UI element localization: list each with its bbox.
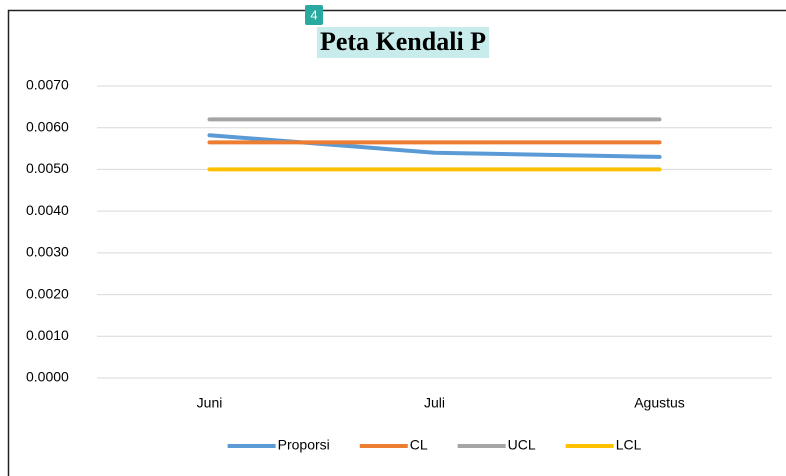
badge: 4: [310, 7, 317, 22]
y-tick-label: 0.0040: [26, 202, 69, 218]
series-line: [207, 133, 662, 159]
legend-label: Proporsi: [278, 437, 330, 453]
chart-frame: [7, 9, 786, 476]
y-tick-label: 0.0060: [26, 118, 69, 134]
x-tick-label: Juli: [424, 395, 445, 411]
legend-label: UCL: [508, 437, 536, 453]
title-highlight: [316, 26, 490, 58]
y-tick-label: 0.0030: [26, 244, 69, 260]
y-tick-label: 0.0020: [26, 285, 69, 301]
badge-box: [305, 5, 323, 25]
legend-label: CL: [410, 437, 428, 453]
x-tick-label: Juni: [197, 395, 223, 411]
chart-title: Peta Kendali P: [320, 27, 486, 56]
y-tick-label: 0.0050: [26, 160, 69, 176]
legend-label: LCL: [616, 437, 642, 453]
x-tick-label: Agustus: [634, 395, 685, 411]
y-tick-label: 0.0000: [26, 369, 69, 385]
y-tick-label: 0.0070: [26, 77, 69, 93]
y-tick-label: 0.0010: [26, 327, 69, 343]
